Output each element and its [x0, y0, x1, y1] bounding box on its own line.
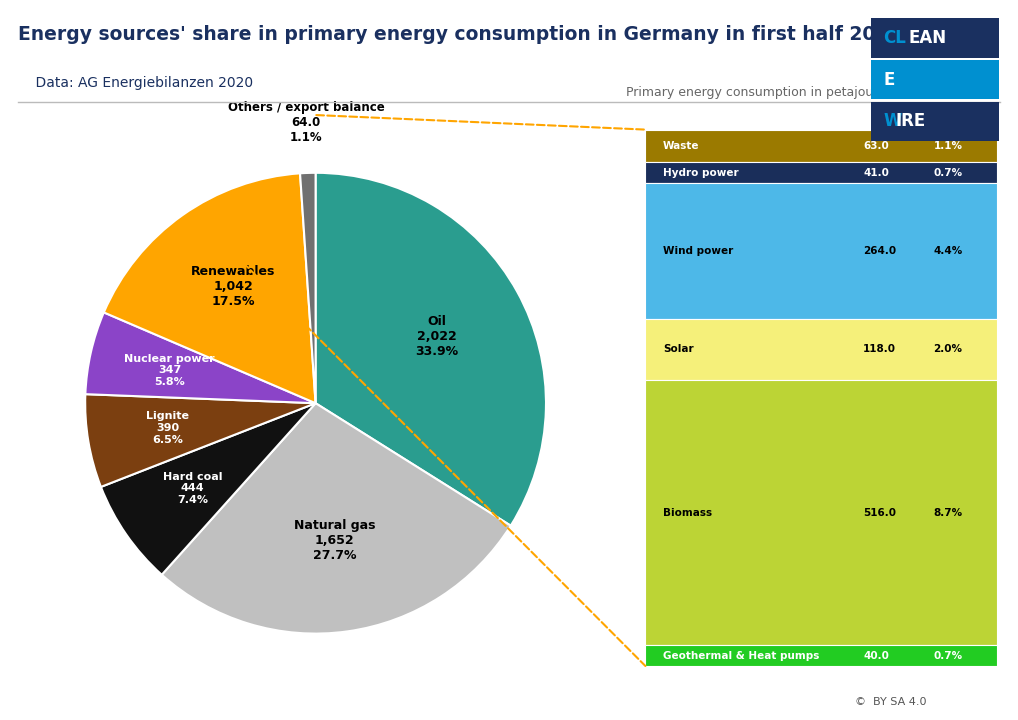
Text: 40.0: 40.0 — [863, 651, 889, 661]
Bar — [645, 183, 997, 319]
Wedge shape — [104, 174, 316, 403]
Text: 41.0: 41.0 — [863, 168, 889, 178]
Bar — [645, 319, 997, 379]
Text: E: E — [884, 71, 895, 89]
Text: 63.0: 63.0 — [863, 141, 889, 150]
Text: Renewables
1,042
17.5%: Renewables 1,042 17.5% — [190, 265, 275, 308]
Text: 4.4%: 4.4% — [934, 246, 963, 256]
Text: Wind power: Wind power — [663, 246, 733, 256]
Text: W: W — [884, 112, 902, 130]
Text: 8.7%: 8.7% — [934, 508, 963, 518]
Bar — [645, 130, 997, 162]
Text: Hydro power: Hydro power — [663, 168, 739, 178]
Bar — [645, 645, 997, 666]
Text: 1.1%: 1.1% — [934, 141, 962, 150]
Text: Lignite
390
6.5%: Lignite 390 6.5% — [147, 411, 189, 444]
Text: NERGY: NERGY — [896, 71, 959, 89]
Wedge shape — [162, 403, 511, 634]
Text: 118.0: 118.0 — [863, 344, 896, 354]
Text: Data: AG Energiebilanzen 2020: Data: AG Energiebilanzen 2020 — [18, 76, 253, 89]
Text: CL: CL — [884, 29, 906, 47]
Text: Primary energy consumption in petajoules (PJ): Primary energy consumption in petajoules… — [626, 86, 916, 99]
Text: 0.7%: 0.7% — [934, 651, 963, 661]
Text: Natural gas
1,652
27.7%: Natural gas 1,652 27.7% — [294, 518, 376, 562]
Text: Geothermal & Heat pumps: Geothermal & Heat pumps — [663, 651, 819, 661]
Bar — [645, 379, 997, 645]
Text: Nuclear power
347
5.8%: Nuclear power 347 5.8% — [124, 354, 215, 387]
Text: 264.0: 264.0 — [863, 246, 896, 256]
Text: ©  BY SA 4.0: © BY SA 4.0 — [855, 697, 926, 707]
Bar — [645, 162, 997, 183]
Text: Others / export balance
64.0
1.1%: Others / export balance 64.0 1.1% — [228, 101, 385, 144]
Text: 2.0%: 2.0% — [934, 344, 962, 354]
Wedge shape — [316, 173, 546, 526]
Text: Solar: Solar — [663, 344, 693, 354]
Text: Waste: Waste — [663, 141, 699, 150]
Text: Oil
2,022
33.9%: Oil 2,022 33.9% — [415, 315, 458, 358]
Wedge shape — [101, 403, 316, 575]
Wedge shape — [86, 312, 316, 403]
Text: Hard coal
444
7.4%: Hard coal 444 7.4% — [163, 472, 222, 505]
Text: IRE: IRE — [896, 112, 926, 130]
Wedge shape — [86, 394, 316, 487]
Text: Energy sources' share in primary energy consumption in Germany in first half 202: Energy sources' share in primary energy … — [18, 25, 909, 44]
Wedge shape — [300, 173, 316, 403]
Text: Biomass: Biomass — [663, 508, 713, 518]
Text: 516.0: 516.0 — [863, 508, 896, 518]
Text: EAN: EAN — [908, 29, 946, 47]
Text: 0.7%: 0.7% — [934, 168, 963, 178]
